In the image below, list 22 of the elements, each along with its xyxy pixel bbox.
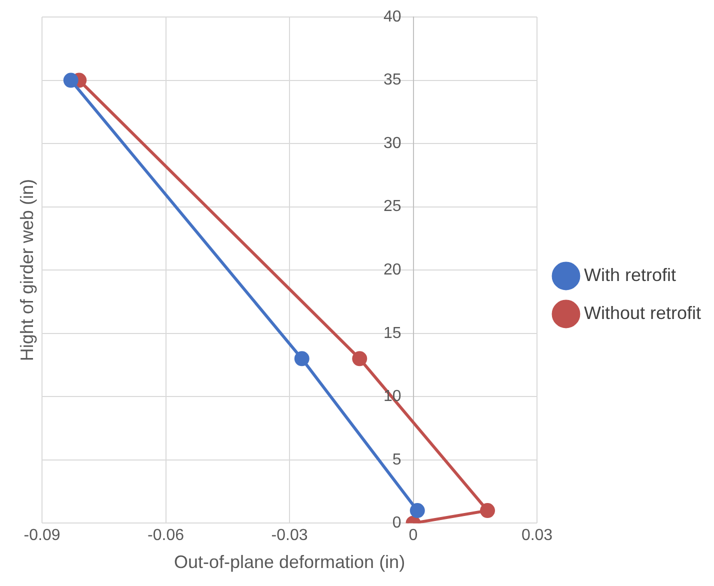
y-axis-title: Hight of girder web (in) xyxy=(16,179,37,362)
y-tick-label: 25 xyxy=(383,198,402,216)
y-tick-label: 15 xyxy=(383,324,402,342)
x-tick-label: 0.03 xyxy=(521,527,553,544)
y-tick-label: 20 xyxy=(383,262,402,279)
legend-label: Without retrofit xyxy=(584,302,702,323)
y-tick-label: 40 xyxy=(383,8,402,26)
x-tick-label: -0.06 xyxy=(148,527,184,544)
y-tick-label: 30 xyxy=(383,134,402,152)
x-tick-label: 0 xyxy=(408,527,418,544)
point xyxy=(294,351,310,366)
point xyxy=(352,351,368,366)
point xyxy=(480,503,495,518)
y-tick-label: 35 xyxy=(383,72,402,89)
x-tick-label: -0.09 xyxy=(24,527,60,544)
x-tick-label: -0.03 xyxy=(271,527,308,544)
y-tick-label: 0 xyxy=(392,514,402,532)
legend-label: With retrofit xyxy=(584,264,676,285)
x-axis-title: Out-of-plane deformation (in) xyxy=(174,552,406,572)
point xyxy=(63,72,78,88)
y-tick-label: 5 xyxy=(392,451,402,468)
point xyxy=(410,503,425,518)
